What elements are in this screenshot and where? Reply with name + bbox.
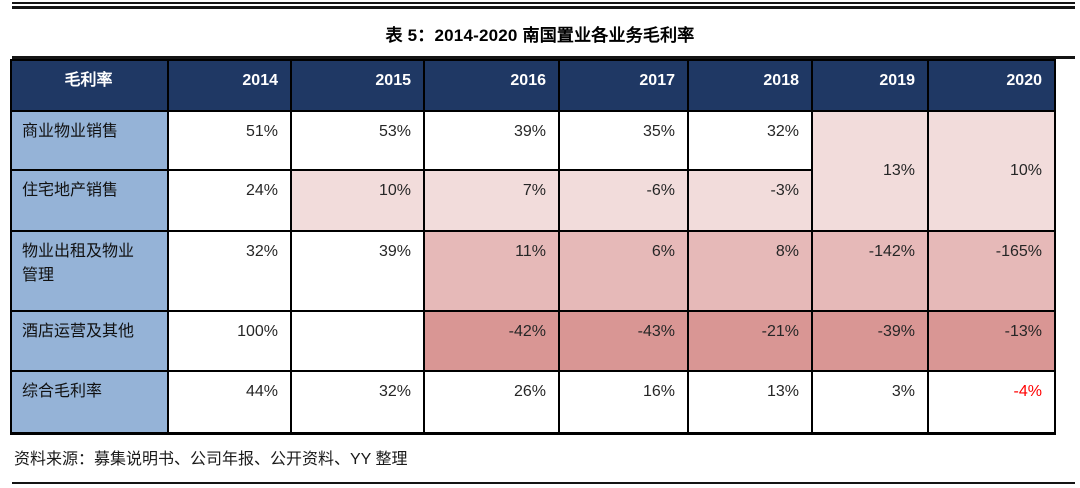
table-row-hotel-operations-other: 酒店运营及其他 100% -42% -43% -21% -39% -13% xyxy=(10,310,1056,372)
cell-2016: 26% xyxy=(423,370,560,435)
row-label-residential-property-sales: 住宅地产销售 xyxy=(10,169,169,232)
table-row-overall-gross-margin: 综合毛利率 44% 32% 26% 16% 13% 3% -4% xyxy=(10,370,1056,435)
row-label-hotel-operations-other: 酒店运营及其他 xyxy=(10,310,169,372)
gross-margin-table: 毛利率 2014 2015 2016 2017 2018 2019 2020 商… xyxy=(10,59,1056,435)
cell-2020: -13% xyxy=(927,310,1056,372)
cell-2018: 8% xyxy=(687,230,813,312)
cell-2017: -43% xyxy=(558,310,689,372)
bottom-rule xyxy=(12,481,1075,484)
cell-2016: -42% xyxy=(423,310,560,372)
row-label-property-leasing-management: 物业出租及物业管理 xyxy=(10,230,169,312)
cell-2019: -142% xyxy=(811,230,929,312)
cell-2018: 32% xyxy=(687,110,813,171)
cell-2016: 39% xyxy=(423,110,560,171)
cell-2014: 44% xyxy=(167,370,292,435)
cell-2014: 24% xyxy=(167,169,292,232)
table-row-residential-property-sales: 住宅地产销售 24% 10% 7% -6% -3% xyxy=(10,169,1055,232)
cell-2016: 11% xyxy=(423,230,560,312)
cell-2018: -21% xyxy=(687,310,813,372)
table-row-property-leasing-management: 物业出租及物业管理 32% 39% 11% 6% 8% -142% -165% xyxy=(10,230,1056,312)
cell-2017: 35% xyxy=(558,110,689,171)
header-cell-2018: 2018 xyxy=(687,59,813,112)
merged-cell-2019: 13% xyxy=(811,110,929,232)
cell-2017: -6% xyxy=(558,169,689,232)
source-note: 资料来源：募集说明书、公司年报、公开资料、YY 整理 xyxy=(14,450,408,468)
header-cell-2020: 2020 xyxy=(927,59,1056,112)
cell-2016: 7% xyxy=(423,169,560,232)
page-title: 表 5：2014-2020 南国置业各业务毛利率 xyxy=(385,26,695,45)
row-label-commercial-property-sales: 商业物业销售 xyxy=(10,110,169,171)
header-cell-2016: 2016 xyxy=(423,59,560,112)
cell-2014: 32% xyxy=(167,230,292,312)
table-row-commercial-property-sales: 商业物业销售 51% 53% 39% 35% 32% 13% 10% xyxy=(10,110,1056,232)
cell-2020-negative: -4% xyxy=(927,370,1056,435)
cell-2015: 32% xyxy=(290,370,425,435)
cell-2019: 3% xyxy=(811,370,929,435)
cell-2017: 6% xyxy=(558,230,689,312)
header-cell-2019: 2019 xyxy=(811,59,929,112)
header-cell-2014: 2014 xyxy=(167,59,292,112)
cell-2014: 100% xyxy=(167,310,292,372)
cell-2017: 16% xyxy=(558,370,689,435)
cell-2015: 39% xyxy=(290,230,425,312)
cell-2014: 51% xyxy=(167,110,292,171)
cell-2020: -165% xyxy=(927,230,1056,312)
cell-2018: 13% xyxy=(687,370,813,435)
title-separator-rule xyxy=(12,56,1075,59)
header-cell-2017: 2017 xyxy=(558,59,689,112)
header-cell-metric: 毛利率 xyxy=(10,59,169,112)
cell-2015-empty xyxy=(290,310,425,372)
merged-cell-2020: 10% xyxy=(927,110,1056,232)
header-cell-2015: 2015 xyxy=(290,59,425,112)
cell-2018: -3% xyxy=(687,169,813,232)
cell-2019: -39% xyxy=(811,310,929,372)
top-double-rule xyxy=(12,2,1075,9)
table-header-row: 毛利率 2014 2015 2016 2017 2018 2019 2020 xyxy=(10,59,1056,112)
row-label-overall-gross-margin: 综合毛利率 xyxy=(10,370,169,435)
cell-2015: 53% xyxy=(290,110,425,171)
cell-2015: 10% xyxy=(290,169,425,232)
